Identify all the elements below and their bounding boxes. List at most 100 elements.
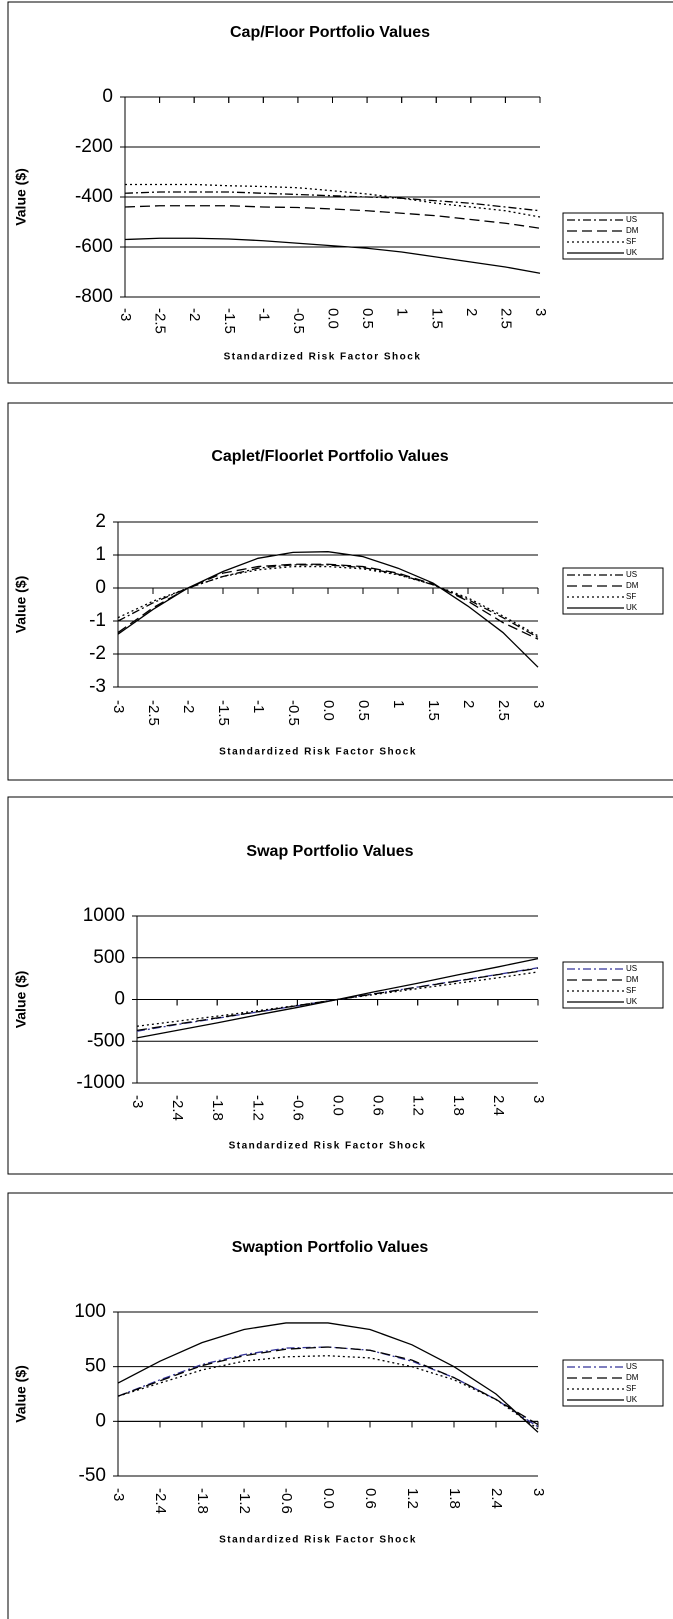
x-tick-label: 1.2 <box>404 1488 421 1509</box>
y-tick-label: 100 <box>74 1301 106 1322</box>
chart-title: Swaption Portfolio Values <box>232 1239 429 1256</box>
chart: Swap Portfolio Values -1000 -500 0 500 1000 -3… <box>7 796 673 1175</box>
y-tick-label: -1 <box>89 610 106 631</box>
y-tick-label: -50 <box>79 1465 106 1486</box>
series-line <box>117 1346 539 1428</box>
series-line <box>117 1355 539 1430</box>
legend-label: US <box>626 1362 637 1371</box>
chart-title: Swap Portfolio Values <box>246 843 413 860</box>
x-tick-label: 2.5 <box>495 700 512 721</box>
chart-frame <box>7 796 673 1175</box>
x-tick-label: -1.5 <box>221 308 238 334</box>
x-tick-label: 1 <box>390 700 407 708</box>
legend-label: UK <box>626 603 638 612</box>
chart-frame <box>7 1192 673 1619</box>
y-tick-label: 0 <box>114 989 125 1010</box>
x-tick-label: -1.8 <box>194 1488 211 1514</box>
x-tick-label: 1.8 <box>446 1488 463 1509</box>
x-tick-label: -1 <box>250 700 267 713</box>
x-tick-label: 0.6 <box>362 1488 379 1509</box>
chart: Swaption Portfolio Values -50 0 50 100 -3 -2.4… <box>7 1192 673 1619</box>
legend-box <box>562 961 664 1009</box>
legend: US DM SF UK <box>562 961 664 1009</box>
x-tick-label: -3 <box>110 700 127 713</box>
legend: US DM SF UK <box>562 212 664 260</box>
y-tick-label: 1000 <box>83 905 125 926</box>
y-axis-title: Value ($) <box>13 1365 29 1423</box>
series-line <box>117 564 539 639</box>
y-tick-label: -600 <box>75 236 113 257</box>
x-tick-label: -2 <box>186 308 203 321</box>
legend-label: SF <box>626 1384 636 1393</box>
y-tick-label: 50 <box>85 1356 106 1377</box>
y-tick-label: -2 <box>89 643 106 664</box>
series-line <box>117 565 539 637</box>
y-axis-title: Value ($) <box>13 971 29 1029</box>
x-tick-label: 0.5 <box>359 308 376 329</box>
x-tick-label: 0.0 <box>320 700 337 721</box>
x-tick-label: 1.2 <box>410 1095 427 1116</box>
chart-title: Cap/Floor Portfolio Values <box>230 24 430 41</box>
x-tick-label: 0.6 <box>370 1095 387 1116</box>
x-axis-title: Standardized Risk Factor Shock <box>224 352 422 363</box>
x-tick-label: -1.8 <box>209 1095 226 1121</box>
series-line <box>117 551 539 668</box>
x-tick-label: 0.0 <box>325 308 342 329</box>
x-axis-title: Standardized Risk Factor Shock <box>229 1141 427 1152</box>
series-line <box>136 957 539 1039</box>
x-tick-label: -1.5 <box>215 700 232 726</box>
y-tick-label: 0 <box>95 577 106 598</box>
x-tick-label: 2.4 <box>488 1488 505 1509</box>
legend-label: SF <box>626 237 636 246</box>
x-tick-label: -0.5 <box>285 700 302 726</box>
series-line <box>124 191 541 212</box>
legend-label: DM <box>626 1373 639 1382</box>
y-tick-label: 1 <box>95 544 106 565</box>
y-tick-label: 0 <box>102 86 113 107</box>
x-tick-label: -1 <box>255 308 272 321</box>
chart-frame <box>7 402 673 781</box>
x-tick-label: 3 <box>530 1488 547 1496</box>
x-tick-label: -2.4 <box>169 1095 186 1121</box>
x-tick-label: -1.2 <box>236 1488 253 1514</box>
x-tick-label: -0.6 <box>278 1488 295 1514</box>
x-axis-title: Standardized Risk Factor Shock <box>219 747 417 758</box>
chart: Cap/Floor Portfolio Values -800 -600 -400 -2… <box>7 1 673 384</box>
x-tick-label: -1.2 <box>249 1095 266 1121</box>
x-tick-label: -3 <box>129 1095 146 1108</box>
y-tick-label: -800 <box>75 286 113 307</box>
x-tick-label: -2.5 <box>145 700 162 726</box>
x-tick-label: -3 <box>117 308 134 321</box>
x-tick-label: 3 <box>532 308 549 316</box>
x-tick-label: -2.4 <box>152 1488 169 1514</box>
chart-title: Caplet/Floorlet Portfolio Values <box>211 448 448 465</box>
legend-label: UK <box>626 1395 638 1404</box>
x-tick-label: 2.4 <box>490 1095 507 1116</box>
series-line <box>124 237 541 274</box>
x-tick-label: 0.5 <box>355 700 372 721</box>
x-tick-label: 3 <box>530 700 547 708</box>
legend-label: US <box>626 570 637 579</box>
legend-box <box>562 212 664 260</box>
legend-label: SF <box>626 986 636 995</box>
legend-label: US <box>626 964 637 973</box>
x-tick-label: 1.5 <box>425 700 442 721</box>
series-line <box>117 1322 539 1433</box>
x-tick-label: -2.5 <box>152 308 169 334</box>
x-tick-label: 2.5 <box>497 308 514 329</box>
series-line <box>117 1346 539 1426</box>
y-axis-title: Value ($) <box>13 168 29 226</box>
x-tick-label: 3 <box>530 1095 547 1103</box>
legend-label: US <box>626 215 637 224</box>
legend: US DM SF UK <box>562 1359 664 1407</box>
x-tick-label: -0.5 <box>290 308 307 334</box>
legend-label: UK <box>626 997 638 1006</box>
series-line <box>124 205 541 229</box>
chart: Caplet/Floorlet Portfolio Values -3 -2 -1 0 1… <box>7 402 673 781</box>
y-tick-label: -1000 <box>76 1072 125 1093</box>
y-tick-label: -500 <box>87 1030 125 1051</box>
series-line <box>125 183 541 218</box>
y-tick-label: 2 <box>95 511 106 532</box>
